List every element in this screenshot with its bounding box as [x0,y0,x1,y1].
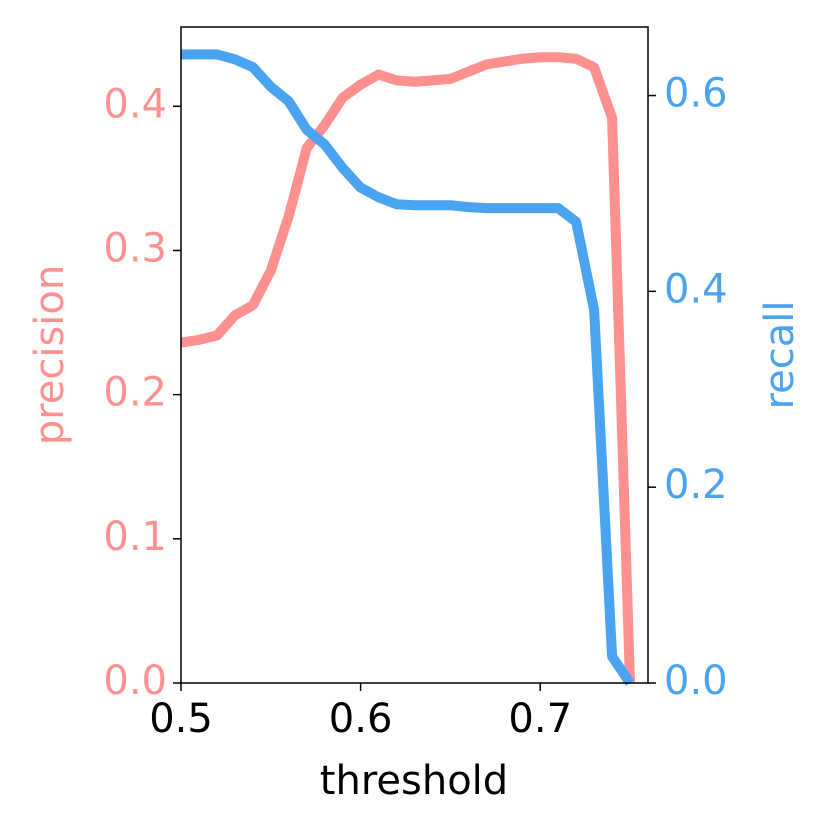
x-tick-label: 0.5 [149,696,213,742]
y2-tick-label: 0.2 [664,462,728,508]
y2-tick-label: 0.0 [664,658,728,704]
plot-frame [180,26,649,684]
y-tick-label: 0.2 [103,370,167,416]
series-line [180,52,636,684]
series-line [181,49,635,686]
x-tick-label: 0.7 [508,696,572,742]
y-tick-label: 0.4 [103,81,167,127]
y-axis-label: precision [27,265,73,445]
y-tick-label: 0.1 [103,514,167,560]
y-tick-label: 0.0 [103,658,167,704]
y2-tick-label: 0.4 [664,266,728,312]
y-tick-label: 0.3 [103,225,167,271]
x-axis-label: threshold [320,758,508,804]
x-tick-label: 0.6 [329,696,393,742]
y2-tick-label: 0.6 [664,71,728,117]
y2-axis-label: recall [757,301,803,410]
